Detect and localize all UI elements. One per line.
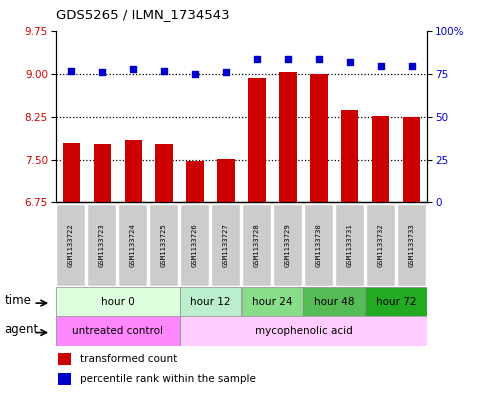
Bar [125,140,142,202]
Bar [372,116,389,202]
Bar [248,78,266,202]
Text: GSM1133732: GSM1133732 [378,223,384,266]
Point [377,62,385,69]
Bar [366,204,395,286]
Bar [397,204,426,286]
Point [67,68,75,74]
Bar [94,144,111,202]
Text: transformed count: transformed count [80,354,177,364]
Point [129,66,137,72]
Text: GSM1133730: GSM1133730 [316,223,322,266]
Point [346,59,354,65]
Bar [56,316,180,346]
Point [284,56,292,62]
Point [253,56,261,62]
Text: GSM1133731: GSM1133731 [347,223,353,266]
Text: agent: agent [4,323,39,336]
Bar [156,144,172,202]
Bar [58,373,71,386]
Text: hour 0: hour 0 [100,297,134,307]
Bar [303,287,366,316]
Point [98,69,106,75]
Bar [311,74,327,202]
Text: GSM1133729: GSM1133729 [285,223,291,266]
Point [191,71,199,77]
Text: percentile rank within the sample: percentile rank within the sample [80,374,256,384]
Bar [56,287,180,316]
Text: hour 24: hour 24 [252,297,293,307]
Bar [217,158,235,202]
Bar [118,204,147,286]
Text: hour 12: hour 12 [190,297,231,307]
Bar [186,162,203,202]
Bar [180,204,209,286]
Point [222,69,230,75]
Bar [280,72,297,202]
Bar [56,204,85,286]
Text: mycophenolic acid: mycophenolic acid [255,326,353,336]
Bar [335,204,364,286]
Text: time: time [4,294,31,307]
Bar [273,204,302,286]
Point [408,62,416,69]
Point [315,56,323,62]
Bar [304,204,333,286]
Bar [403,118,421,202]
Bar [180,287,242,316]
Text: GSM1133725: GSM1133725 [161,223,167,266]
Bar [58,353,71,365]
Text: GDS5265 / ILMN_1734543: GDS5265 / ILMN_1734543 [56,8,229,21]
Text: GSM1133727: GSM1133727 [223,223,229,266]
Bar [87,204,116,286]
Text: hour 48: hour 48 [314,297,355,307]
Text: GSM1133728: GSM1133728 [254,223,260,266]
Bar [341,110,358,202]
Text: GSM1133722: GSM1133722 [68,223,74,266]
Text: GSM1133726: GSM1133726 [192,223,198,266]
Bar [211,204,240,286]
Text: GSM1133723: GSM1133723 [99,223,105,266]
Bar [242,287,303,316]
Text: hour 72: hour 72 [376,297,417,307]
Bar [149,204,178,286]
Point [160,68,168,74]
Bar [366,287,427,316]
Bar [62,143,80,202]
Text: GSM1133733: GSM1133733 [409,223,415,266]
Text: untreated control: untreated control [72,326,163,336]
Bar [180,316,427,346]
Text: GSM1133724: GSM1133724 [130,223,136,266]
Bar [242,204,271,286]
